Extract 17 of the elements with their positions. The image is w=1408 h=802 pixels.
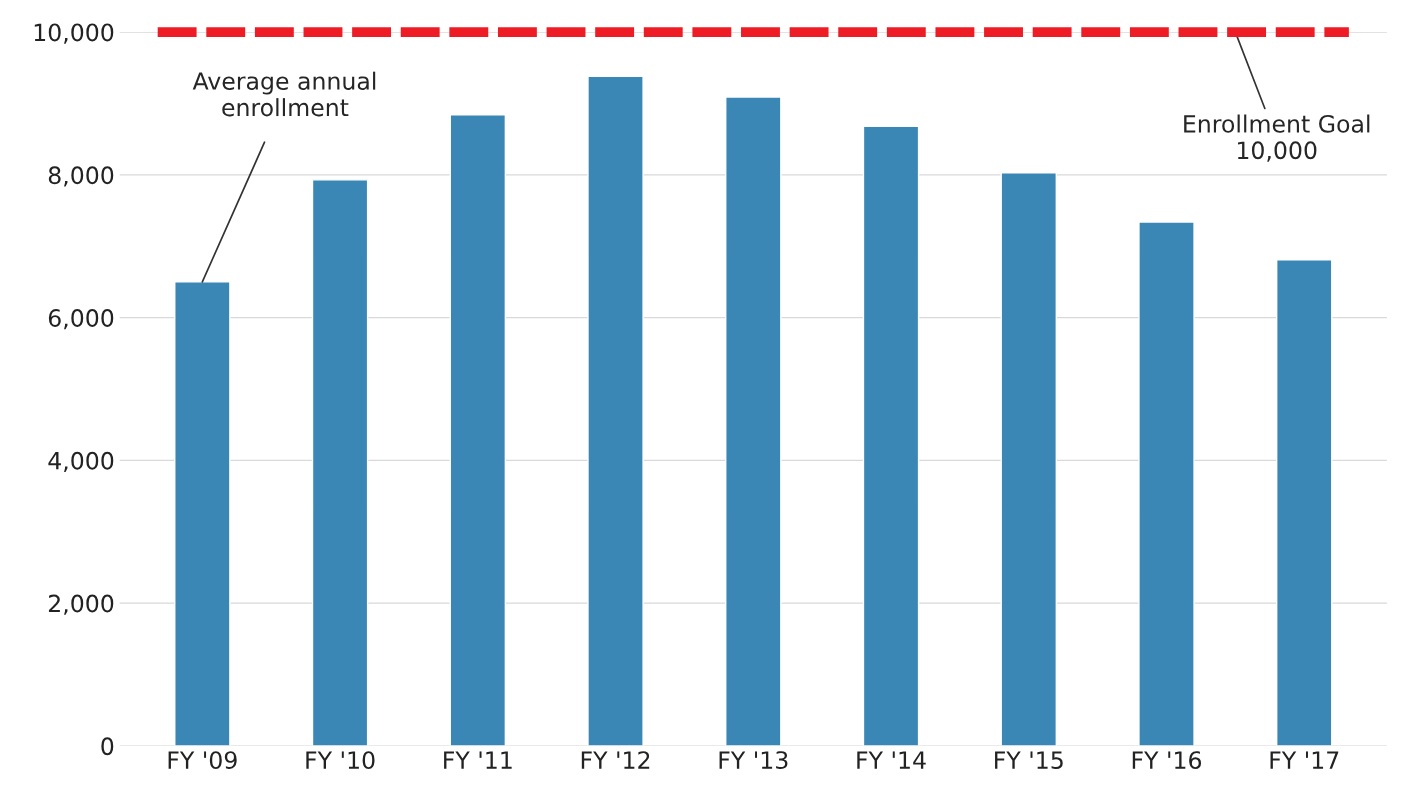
- x-tick-label: FY '16: [1132, 751, 1202, 769]
- y-tick-label: 6,000: [48, 309, 114, 330]
- x-tick-label: FY '15: [995, 751, 1063, 769]
- ref-line-label: Enrollment Goal 10,000: [1184, 114, 1370, 162]
- y-tick-label: 0: [101, 737, 114, 756]
- x-tick-label: FY '17: [1270, 751, 1339, 769]
- y-tick-label: 4,000: [48, 451, 114, 473]
- x-tick-label: FY '11: [444, 751, 512, 769]
- y-tick-label: 8,000: [48, 166, 114, 187]
- x-tick-label: FY '09: [168, 751, 237, 769]
- x-tick-label: FY '10: [306, 751, 375, 769]
- annotation: Average annual enrollment: [192, 71, 376, 117]
- y-tick-label: 2,000: [48, 594, 114, 615]
- x-tick-label: FY '13: [719, 751, 788, 769]
- x-tick-label: FY '14: [857, 751, 926, 769]
- x-tick-label: FY '12: [581, 751, 650, 769]
- y-tick-label: 10,000: [34, 23, 114, 44]
